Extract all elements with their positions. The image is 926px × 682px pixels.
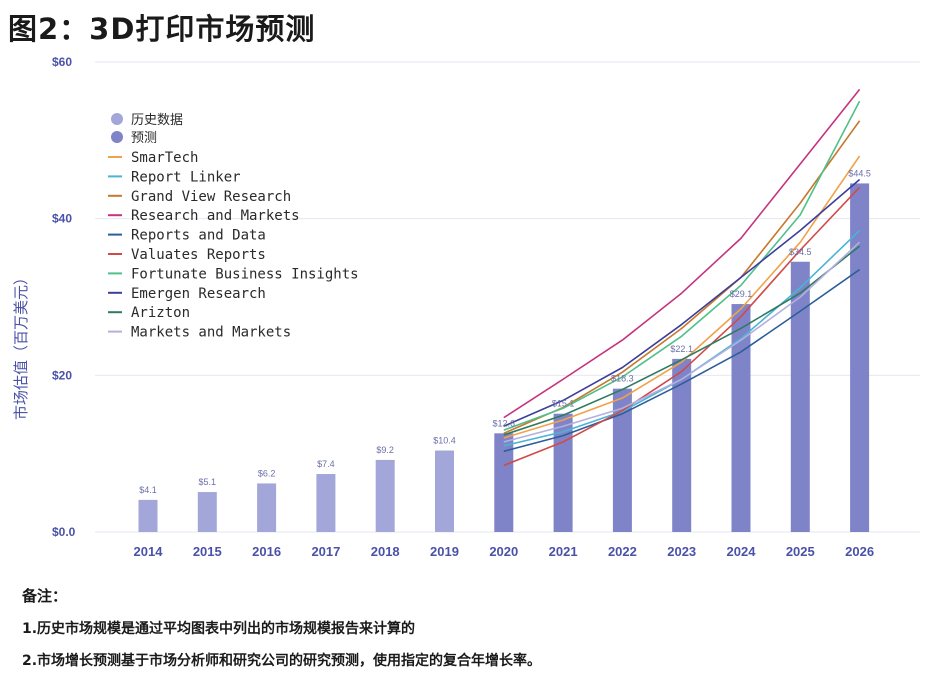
y-tick-label: $0.0 [52,525,76,539]
data-label: $7.4 [317,459,335,469]
bar [850,183,870,532]
data-label: $29.1 [730,289,753,299]
note-line-2: 2.市场增长预测基于市场分析师和研究公司的研究预测，使用指定的复合年增长率。 [22,653,542,669]
bar [612,388,632,532]
data-label: $34.5 [789,247,812,257]
legend-label: Emergen Research [131,286,266,302]
bar [494,433,514,532]
legend-label: Markets and Markets [131,325,291,341]
data-label: $6.2 [258,468,276,478]
grid-layer [95,61,920,533]
notes-section: 备注： 1.历史市场规模是通过平均图表中列出的市场规模报告来计算的 2.市场增长… [22,585,541,682]
bar [672,358,692,532]
x-tick-label: 2025 [786,544,815,559]
series-line [503,268,861,453]
legend-label: Valuates Reports [131,247,266,263]
x-tick-label: 2019 [430,544,459,559]
series-line [503,186,861,467]
x-tick-label: 2021 [549,544,578,559]
data-label: $18.3 [611,374,634,384]
bar [435,450,454,532]
x-tick-label: 2020 [489,544,518,559]
x-tick-label: 2026 [845,544,874,559]
series-line [503,155,861,439]
x-tick-label: 2022 [608,544,637,559]
legend-label: Research and Markets [131,208,300,224]
y-tick-label: $60 [52,55,72,69]
data-label: $9.2 [376,445,394,455]
x-tick-label: 2018 [371,544,400,559]
note-line-1: 1.历史市场规模是通过平均图表中列出的市场规模报告来计算的 [22,621,416,637]
series-line [503,178,861,427]
legend-label: Reports and Data [131,228,266,244]
legend-label: 预测 [131,131,157,146]
bars [138,183,870,532]
data-label: $10.4 [433,436,456,446]
legend-marker [111,113,123,125]
x-tick-label: 2014 [134,544,164,559]
x-axis: 2014 2015 2016 2017 2018 2019 2020 2021 2022 2023… [134,544,875,559]
data-label: $12.6 [493,418,516,428]
data-label: $4.1 [139,485,157,495]
page-title: 图2：3D打印市场预测 [8,12,316,46]
series-line [503,241,861,443]
y-tick-label: $20 [52,368,72,382]
data-label: $15.1 [552,399,575,409]
data-labels: $4.1 $5.1 $6.2 $7.4 $9.2 $10.4 $12.6 $15.1 $18.3… [139,168,871,494]
y-tick-label: $40 [52,212,72,226]
legend-label: SmarTech [131,150,198,166]
notes-heading: 备注： [22,587,68,605]
bar [731,304,751,532]
data-label: $22.1 [670,344,693,354]
x-tick-label: 2017 [311,544,340,559]
bar [790,261,810,532]
legend-label: Fortunate Business Insights [131,266,359,282]
bar [197,492,217,532]
y-axis: $0.0 $20 $40 $60 [52,55,76,539]
forecast-lines [503,88,861,467]
x-tick-label: 2024 [727,544,757,559]
legend-label: Arizton [131,305,190,321]
legend-label: 历史数据 [131,113,183,128]
legend-label: Report Linker [131,169,241,185]
data-label: $44.5 [848,168,871,178]
y-axis-label: 市场估值（百万美元） [12,270,30,420]
chart: $0.0$20$40$60 $4.1$5.1$6.2$7.4$9.2$10.4$… [12,55,920,559]
bar [316,474,336,532]
legend-marker [111,131,123,143]
series-line [503,245,861,436]
data-label: $5.1 [199,477,217,487]
x-tick-label: 2015 [193,544,222,559]
x-tick-label: 2023 [667,544,696,559]
bar [375,459,395,532]
series-line [503,88,861,419]
legend-label: Grand View Research [131,189,291,205]
series-line [503,100,861,431]
bar [257,483,277,532]
x-tick-label: 2016 [252,544,281,559]
bar [138,499,158,532]
